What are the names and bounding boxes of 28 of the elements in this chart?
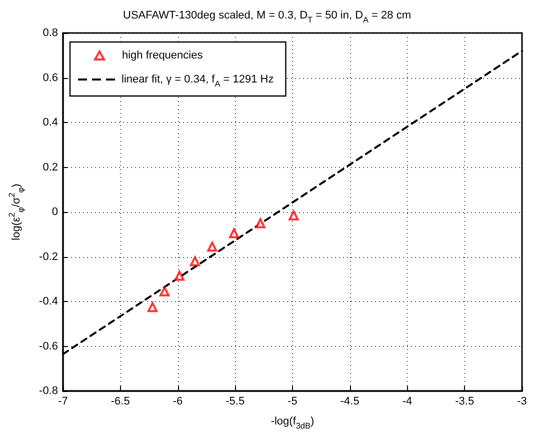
point xyxy=(228,228,239,238)
y-tick-label: 0 xyxy=(52,206,58,218)
x-tick-label: -6.5 xyxy=(110,396,130,408)
y-tick-label: 0.8 xyxy=(42,27,58,39)
point xyxy=(148,302,158,312)
point xyxy=(174,270,184,281)
x-tick-label: -6 xyxy=(172,396,183,408)
x-tick-label: -4 xyxy=(402,396,412,408)
x-tick-label: -3.5 xyxy=(455,396,474,408)
point xyxy=(160,286,170,296)
x-tick-label: -5.5 xyxy=(226,396,245,408)
x-tick-label: -7 xyxy=(58,396,68,408)
point xyxy=(288,210,299,220)
legend-label: high frequencies xyxy=(122,50,204,62)
y-tick-label: -0.6 xyxy=(39,340,58,352)
x-tick-label: -5 xyxy=(288,396,298,408)
y-tick-label: 0.2 xyxy=(42,161,58,174)
point xyxy=(190,256,200,266)
point xyxy=(255,218,266,228)
y-tick-label: -0.4 xyxy=(39,296,58,308)
y-tick-label: -0.8 xyxy=(39,385,58,397)
point xyxy=(207,242,218,252)
x-tick-label: -3 xyxy=(517,396,527,408)
y-tick-label: -0.2 xyxy=(39,250,58,263)
y-tick-label: 0.6 xyxy=(42,72,58,84)
y-tick-label: 0.4 xyxy=(42,116,58,128)
y-axis-title: log(ε2φ/σ2φ) xyxy=(8,184,26,240)
x-tick-label: -4.5 xyxy=(340,396,360,408)
